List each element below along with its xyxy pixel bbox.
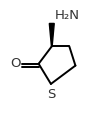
Text: H₂N: H₂N: [54, 9, 79, 22]
Polygon shape: [49, 23, 54, 46]
Text: S: S: [46, 88, 55, 101]
Text: O: O: [10, 57, 20, 70]
